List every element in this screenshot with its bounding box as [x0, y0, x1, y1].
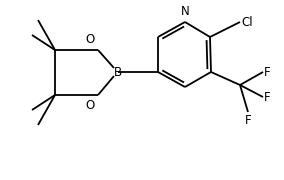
- Text: Cl: Cl: [241, 15, 253, 28]
- Text: F: F: [264, 66, 271, 78]
- Text: B: B: [114, 66, 122, 78]
- Text: O: O: [86, 33, 95, 46]
- Text: F: F: [264, 91, 271, 104]
- Text: O: O: [86, 99, 95, 112]
- Text: F: F: [245, 114, 251, 127]
- Text: N: N: [181, 5, 189, 18]
